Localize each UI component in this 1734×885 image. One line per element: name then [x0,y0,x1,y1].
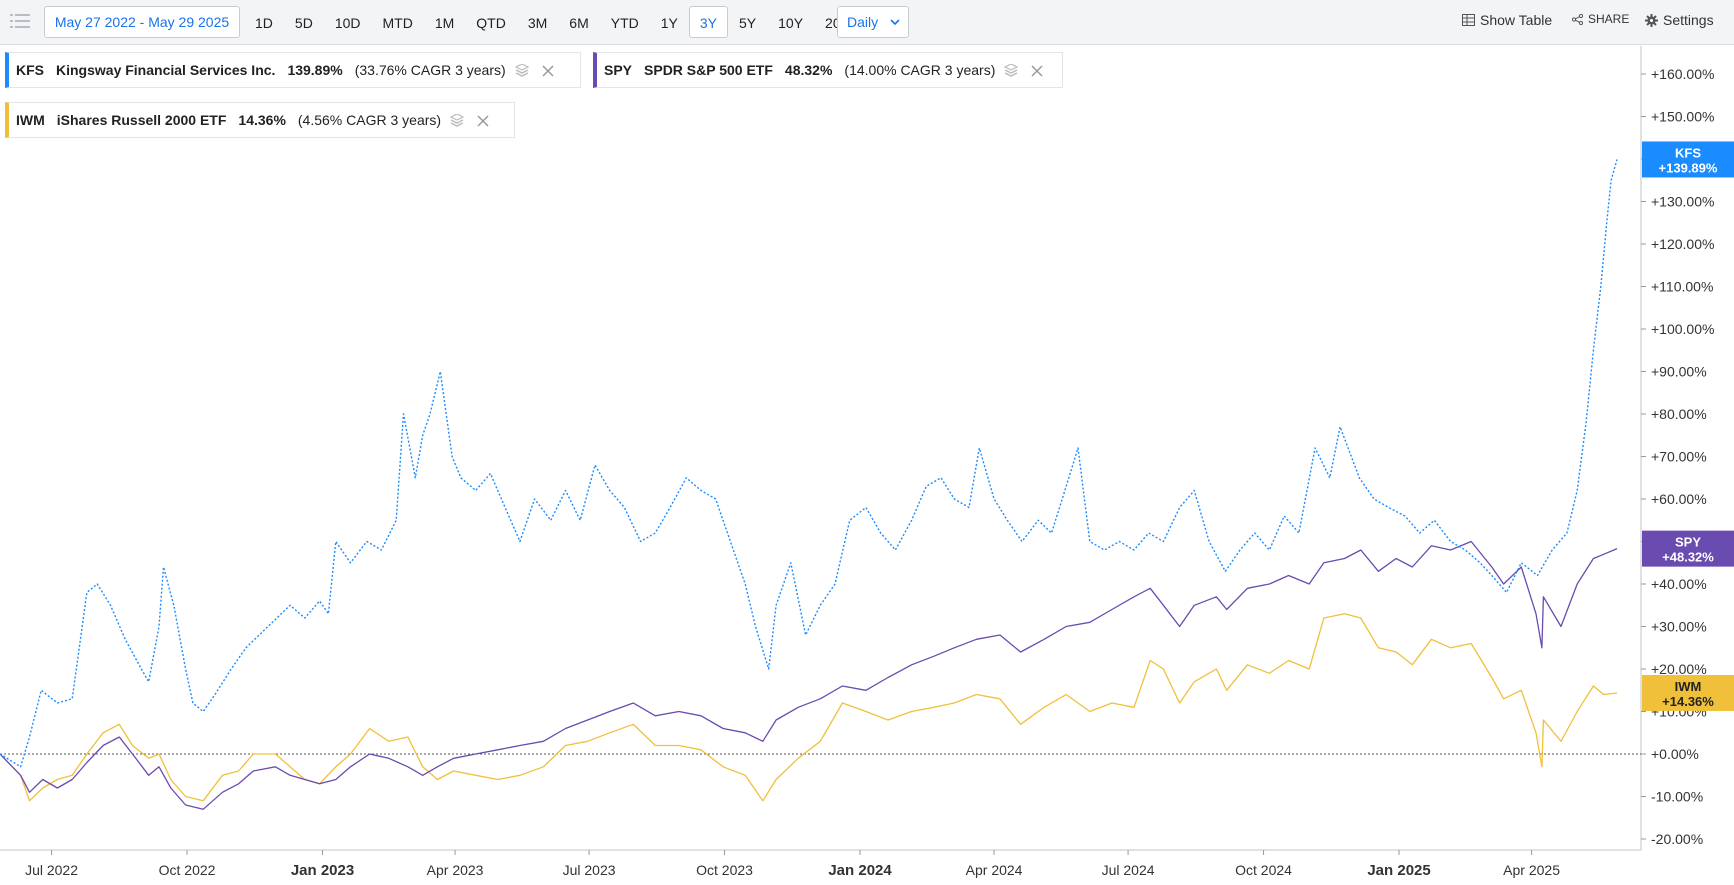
share-label: SHARE [1588,12,1630,26]
legend-name: Kingsway Financial Services Inc. [56,62,276,78]
gear-icon [1645,13,1658,27]
chevron-down-icon [890,19,900,26]
show-table-button[interactable]: Show Table [1462,12,1552,28]
close-icon[interactable] [542,65,554,77]
close-icon[interactable] [477,115,489,127]
period-button-10y[interactable]: 10Y [778,15,804,31]
badge-ticker: KFS [1675,145,1701,160]
last-value-badge-spy: SPY+48.32% [1642,530,1734,567]
badge-value: +139.89% [1659,160,1718,175]
chart-area: +160.00%+150.00%+140.00%+130.00%+120.00%… [0,46,1734,885]
legend-ticker: IWM [16,112,45,128]
legend-item-spy[interactable]: SPY SPDR S&P 500 ETF 48.32% (14.00% CAGR 3 … [593,52,1063,88]
y-tick-label: +120.00% [1651,236,1714,252]
last-value-badge-iwm: IWM+14.36% [1642,674,1734,711]
settings-label: Settings [1663,12,1714,28]
y-tick-label: +100.00% [1651,321,1714,337]
y-tick-label: +60.00% [1651,491,1707,507]
chart-toolbar: May 27 2022 - May 29 2025 1D 5D 10D MTD 1M QT… [0,0,1734,45]
legend-cagr: (14.00% CAGR 3 years) [844,62,996,78]
y-tick-label: +80.00% [1651,406,1707,422]
x-tick-label: Jan 2025 [1367,862,1430,879]
period-button-1y[interactable]: 1Y [660,15,678,31]
period-button-5y[interactable]: 5Y [739,15,757,31]
badge-background [1642,530,1734,567]
legend-cagr: (33.76% CAGR 3 years) [354,62,506,78]
legend-ticker: SPY [604,62,633,78]
sidebar-toggle-icon[interactable] [10,12,30,30]
period-button-1d[interactable]: 1D [255,15,273,31]
period-button-3y[interactable]: 3Y [688,6,728,38]
date-range-picker[interactable]: May 27 2022 - May 29 2025 [44,6,240,38]
x-tick-label: Jan 2023 [291,862,354,879]
legend-gain: 139.89% [287,62,343,78]
table-icon [1462,14,1475,26]
legend-cagr: (4.56% CAGR 3 years) [297,112,442,128]
interval-dropdown[interactable]: Daily [837,6,909,38]
show-table-label: Show Table [1480,12,1553,28]
layers-icon[interactable] [514,64,530,78]
legend-gain: 48.32% [784,62,833,78]
legend-name: iShares Russell 2000 ETF [56,112,227,128]
y-tick-label: +30.00% [1651,619,1707,635]
y-tick-label: +130.00% [1651,194,1714,210]
y-tick-label: +110.00% [1651,279,1713,295]
period-button-ytd[interactable]: YTD [610,15,639,31]
y-tick-label: +150.00% [1651,109,1714,125]
x-tick-label: Oct 2024 [1235,862,1292,878]
series-line-spy [0,540,1618,810]
y-tick-label: -20.00% [1651,831,1703,847]
y-tick-label: +40.00% [1651,576,1707,592]
share-button[interactable]: SHARE [1572,12,1629,26]
badge-background [1642,141,1734,178]
badge-value: +48.32% [1662,550,1714,565]
legend-item-kfs[interactable]: KFS Kingsway Financial Services Inc. 139.8… [5,52,581,88]
period-button-3m[interactable]: 3M [527,15,548,31]
y-tick-label: +70.00% [1651,449,1707,465]
badge-background [1642,674,1734,711]
close-icon[interactable] [1031,65,1043,77]
x-tick-label: Apr 2025 [1503,862,1560,878]
series-line-iwm [0,613,1618,802]
y-tick-label: +20.00% [1651,661,1707,677]
line-chart: +160.00%+150.00%+140.00%+130.00%+120.00%… [0,46,1734,879]
period-button-qtd[interactable]: QTD [476,15,506,31]
y-tick-label: +0.00% [1651,746,1699,762]
legend-item-iwm[interactable]: IWM iShares Russell 2000 ETF 14.36% (4.56% … [5,102,515,138]
y-tick-label: +160.00% [1651,66,1714,82]
series-line-kfs [0,159,1618,768]
last-value-badge-kfs: KFS+139.89% [1642,141,1734,178]
badge-value: +14.36% [1662,694,1714,709]
period-button-mtd[interactable]: MTD [382,15,413,31]
interval-value: Daily [847,14,879,30]
x-tick-label: Jan 2024 [828,862,892,879]
x-tick-label: Jul 2022 [25,862,78,878]
legend-ticker: KFS [16,62,44,78]
y-tick-label: -10.00% [1651,789,1703,805]
period-button-5d[interactable]: 5D [294,15,313,31]
x-tick-label: Apr 2024 [966,862,1023,878]
badge-ticker: SPY [1675,535,1701,550]
legend-name: SPDR S&P 500 ETF [644,62,773,78]
badge-ticker: IWM [1675,679,1702,694]
x-tick-label: Oct 2023 [696,862,753,878]
share-icon [1572,13,1583,25]
period-button-10d[interactable]: 10D [334,15,361,31]
layers-icon[interactable] [449,114,465,128]
y-tick-label: +90.00% [1651,364,1707,380]
x-tick-label: Apr 2023 [427,862,484,878]
x-tick-label: Jul 2023 [563,862,616,878]
period-button-6m[interactable]: 6M [569,15,589,31]
period-button-1m[interactable]: 1M [434,15,455,31]
x-tick-label: Jul 2024 [1102,862,1155,878]
period-selector: 1D5D10DMTD1MQTD3M6MYTD1Y3Y5Y10Y20YALL [244,6,908,38]
legend-gain: 14.36% [238,112,286,128]
x-tick-label: Oct 2022 [159,862,216,878]
settings-button[interactable]: Settings [1645,12,1714,28]
layers-icon[interactable] [1003,64,1019,78]
